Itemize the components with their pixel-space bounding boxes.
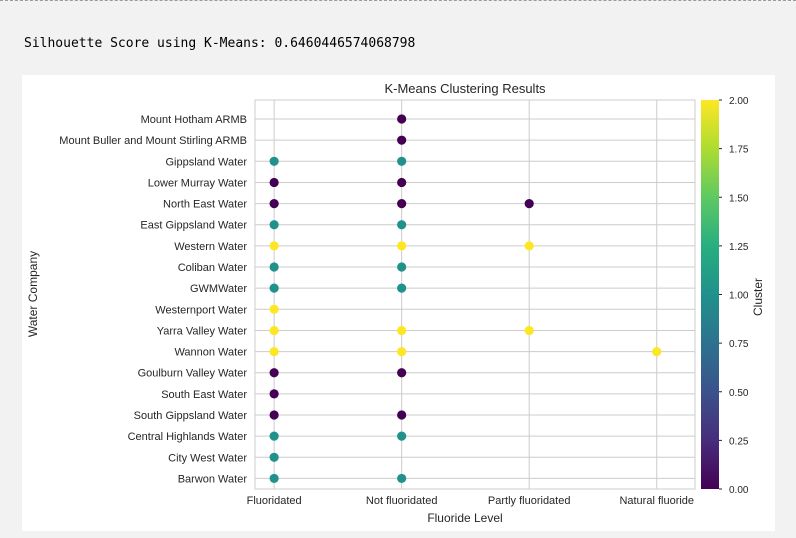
data-point (397, 156, 407, 166)
chart-title: K-Means Clustering Results (384, 81, 546, 96)
data-point (397, 241, 407, 251)
y-tick-label: City West Water (168, 452, 247, 464)
data-point (269, 410, 279, 420)
grid-lines (255, 100, 695, 489)
chart-figure: Barwon Water City West Water Central Highl… (22, 75, 775, 531)
scatter-chart: Barwon Water City West Water Central Highl… (26, 81, 765, 525)
x-axis-label: Fluoride Level (427, 511, 502, 525)
colorbar-tick-label: 0.25 (729, 436, 749, 447)
y-tick-label: Mount Buller and Mount Stirling ARMB (59, 135, 247, 147)
colorbar-tick-label: 1.00 (729, 291, 749, 302)
data-point (269, 431, 279, 441)
data-point (397, 114, 407, 124)
data-point (397, 473, 407, 484)
data-point (397, 135, 407, 145)
data-point (397, 346, 407, 357)
y-tick-label: Gippsland Water (165, 156, 247, 168)
data-point (397, 220, 407, 230)
data-point (269, 220, 279, 230)
colorbar-tick-label: 1.75 (729, 145, 749, 156)
data-point (269, 198, 279, 209)
data-point (524, 241, 534, 251)
cell-top-border (0, 0, 796, 1)
y-tick-label: South Gippsland Water (134, 410, 248, 422)
data-point (397, 177, 407, 188)
colorbar-label: Cluster (751, 278, 765, 316)
data-point (524, 325, 534, 336)
y-tick-label: East Gippsland Water (140, 220, 247, 232)
colorbar-tick-label: 2.00 (729, 96, 749, 107)
x-tick-label: Partly fluoridated (488, 495, 571, 507)
data-point (269, 452, 279, 462)
data-point (269, 304, 279, 314)
colorbar-tick-label: 0.00 (729, 485, 749, 496)
data-point (397, 262, 407, 272)
y-tick-label: Westernport Water (155, 304, 247, 316)
data-point (269, 283, 279, 293)
data-point (269, 346, 279, 357)
colorbar-ticks: 0.00 0.25 0.50 0.75 1.00 1.25 1.50 1.75 2.00 (719, 96, 749, 496)
x-tick-label: Fluoridated (247, 495, 302, 507)
y-tick-label: South East Water (161, 389, 247, 401)
y-tick-label: Goulburn Valley Water (138, 368, 248, 380)
data-point (269, 156, 279, 166)
data-point (269, 241, 279, 251)
data-point (269, 177, 279, 188)
y-tick-label: Central Highlands Water (128, 431, 248, 443)
x-tick-label: Natural fluoride (619, 495, 694, 507)
data-point (269, 262, 279, 272)
data-point (397, 283, 407, 293)
y-tick-label: Barwon Water (178, 473, 248, 485)
data-point (652, 346, 662, 357)
y-tick-label: Mount Hotham ARMB (141, 114, 247, 126)
data-point (397, 325, 407, 336)
data-point (269, 473, 279, 484)
y-tick-label: GWMWater (190, 283, 247, 295)
x-tick-label: Not fluoridated (366, 495, 438, 507)
data-point (397, 368, 407, 378)
data-point (269, 325, 279, 336)
y-axis-label: Water Company (26, 251, 40, 337)
data-point (524, 198, 534, 209)
plot-area-frame (254, 99, 696, 490)
y-tick-label: North East Water (163, 199, 247, 211)
data-point (269, 368, 279, 378)
y-tick-label: Western Water (174, 241, 247, 253)
y-tick-labels: Barwon Water City West Water Central Highl… (59, 114, 247, 485)
data-points (269, 114, 662, 484)
colorbar-tick-label: 0.50 (729, 388, 749, 399)
x-tick-labels: Fluoridated Not fluoridated Partly fluorid… (247, 495, 694, 507)
y-tick-label: Lower Murray Water (148, 177, 248, 189)
y-tick-label: Coliban Water (178, 262, 248, 274)
data-point (397, 410, 407, 420)
data-point (397, 431, 407, 441)
data-point (397, 198, 407, 209)
silhouette-score-output: Silhouette Score using K-Means: 0.646044… (24, 36, 416, 51)
y-tick-label: Yarra Valley Water (157, 325, 248, 337)
colorbar-tick-label: 0.75 (729, 339, 749, 350)
data-point (269, 389, 279, 399)
colorbar-tick-label: 1.25 (729, 242, 749, 253)
colorbar (701, 100, 719, 489)
colorbar-tick-label: 1.50 (729, 193, 749, 204)
y-tick-label: Wannon Water (174, 347, 247, 359)
